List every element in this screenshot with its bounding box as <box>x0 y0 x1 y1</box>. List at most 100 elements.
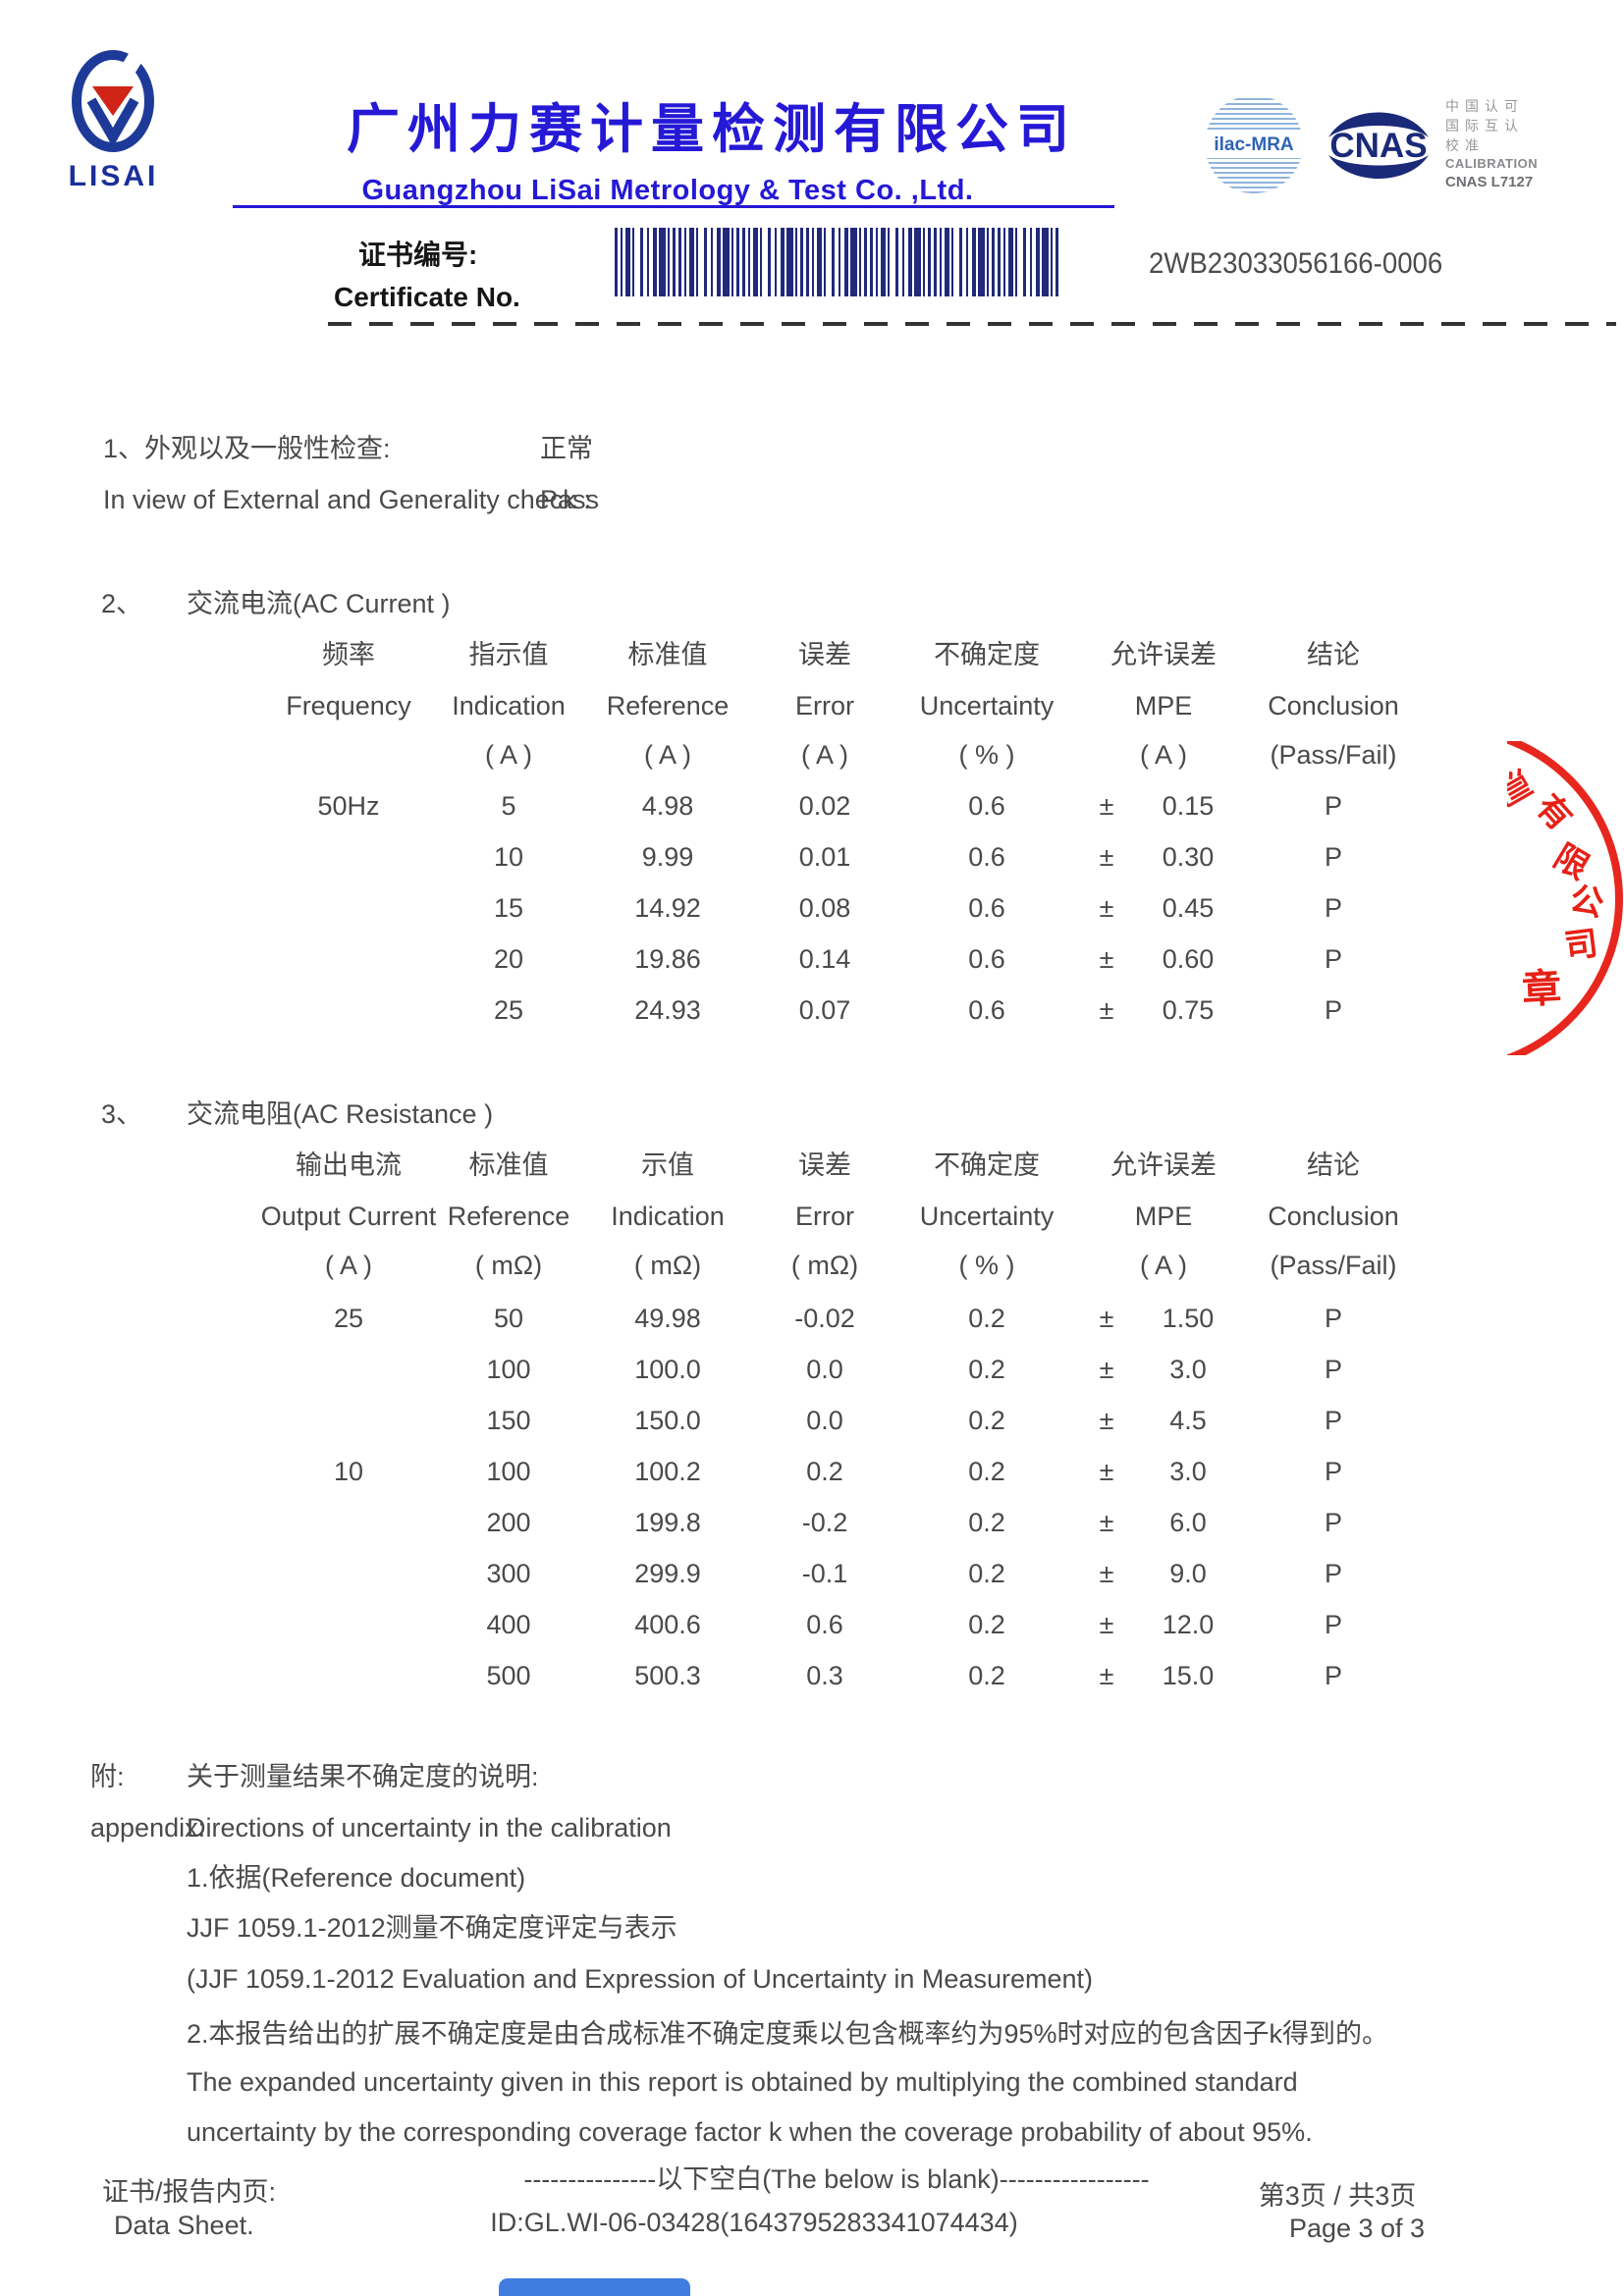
table-header-cell: 不确定度 <box>934 640 1040 669</box>
table-cell: 5 <box>501 791 516 821</box>
table-cell: 100 <box>486 1355 531 1384</box>
table-cell: 0.14 <box>798 944 851 974</box>
table-header-cell: Indication <box>452 691 566 721</box>
table-cell: 3.0 <box>1169 1457 1207 1486</box>
table-row: 100 100.0 0.0 0.2 ±3.0 P <box>0 1353 1624 1386</box>
table-row: 15 14.92 0.08 0.6 ±0.45 P <box>0 891 1624 925</box>
table-cell: 200 <box>486 1508 531 1537</box>
table-cell: -0.02 <box>794 1304 855 1333</box>
section2-number: 2、 <box>101 589 143 618</box>
table-cell: 24.93 <box>634 995 701 1025</box>
lisai-wordmark: LISAI <box>68 160 159 192</box>
table-cell: 500 <box>486 1661 531 1690</box>
table-cell: 9.99 <box>641 842 694 872</box>
table-cell: 1.50 <box>1162 1304 1215 1333</box>
table-header-cell: 结论 <box>1307 640 1360 669</box>
table-cell: 0.0 <box>806 1406 843 1435</box>
table-row: 500 500.3 0.3 0.2 ±15.0 P <box>0 1659 1624 1692</box>
table-cell: 50 <box>493 1304 524 1333</box>
table-cell: P <box>1324 944 1342 974</box>
table-header-cell: (Pass/Fail) <box>1270 740 1397 770</box>
table-cell: 150 <box>486 1406 531 1435</box>
table-cell: 10 <box>493 842 524 872</box>
appendix-line: 1.依据(Reference document) <box>187 1863 526 1893</box>
table-header-cell: 示值 <box>641 1150 694 1180</box>
table-cell-mpe-sign: ± <box>1099 893 1114 923</box>
table-cell: 15 <box>493 893 524 923</box>
table-header-cell: 不确定度 <box>934 1150 1040 1180</box>
table-cell: 15.0 <box>1162 1661 1215 1690</box>
table-cell-mpe-sign: ± <box>1099 995 1114 1025</box>
table-header-cell: ( mΩ) <box>474 1251 543 1280</box>
table-cell: 300 <box>486 1559 531 1588</box>
certificate-number: 2WB23033056166-0006 <box>1149 247 1443 280</box>
table-cell: 10 <box>333 1457 364 1486</box>
table-cell: P <box>1324 842 1342 872</box>
table-cell: 0.6 <box>968 842 1005 872</box>
table-cell-mpe-sign: ± <box>1099 1304 1114 1333</box>
table-cell: -0.1 <box>801 1559 848 1588</box>
table-header-cell: ( mΩ) <box>790 1251 859 1280</box>
table-cell-mpe-sign: ± <box>1099 1559 1114 1588</box>
table-row: ( A ) ( mΩ) ( mΩ) ( mΩ) ( % ) ( A ) (Pass/Fail… <box>0 1249 1624 1282</box>
table-header-cell: Error <box>795 1201 854 1231</box>
table-header-cell: Reference <box>606 691 730 721</box>
table-header-cell: Uncertainty <box>919 1201 1055 1231</box>
table-row: 输出电流 标准值 示值 误差 不确定度 允许误差 结论 <box>0 1148 1624 1182</box>
table-row: Frequency Indication Reference Error Uncerta… <box>0 689 1624 722</box>
cnas-accreditation-text: 中国认可 国际互认 校准 CALIBRATION CNAS L7127 <box>1445 96 1538 192</box>
table-cell: 0.2 <box>968 1559 1005 1588</box>
table-header-cell: Error <box>795 691 854 721</box>
table-cell: P <box>1324 893 1342 923</box>
cnas-logo-icon: CNAS <box>1328 112 1429 179</box>
table-header-cell: ( % ) <box>958 1251 1015 1280</box>
table-cell: 0.2 <box>968 1457 1005 1486</box>
table-header-cell: ( mΩ) <box>633 1251 702 1280</box>
table-cell: 0.2 <box>968 1661 1005 1690</box>
table-cell: 0.6 <box>968 893 1005 923</box>
table-cell: 4.5 <box>1169 1406 1207 1435</box>
table-header-cell: 结论 <box>1307 1150 1360 1180</box>
accreditation-line-zh: 国际互认 <box>1445 118 1524 133</box>
table-cell: 400 <box>486 1610 531 1639</box>
table-cell: 25 <box>493 995 524 1025</box>
table-header-cell: ( A ) <box>1139 740 1187 770</box>
table-header-cell: 频率 <box>322 640 375 669</box>
company-stamp: 测 有 限 公 司 章 <box>1507 741 1624 1055</box>
footer-page-en: Page 3 of 3 <box>1288 2214 1426 2243</box>
appendix-line: JJF 1059.1-2012测量不确定度评定与表示 <box>187 1913 677 1943</box>
table-cell: -0.2 <box>801 1508 848 1537</box>
table-row: ( A ) ( A ) ( A ) ( % ) ( A ) (Pass/Fail) <box>0 738 1624 772</box>
table-header-cell: ( A ) <box>324 1251 372 1280</box>
appendix-line: uncertainty by the corresponding coverag… <box>187 2117 1313 2147</box>
table-cell: 0.2 <box>968 1508 1005 1537</box>
appendix-line: The expanded uncertainty given in this r… <box>187 2067 1298 2097</box>
table-cell: 0.08 <box>798 893 851 923</box>
appendix-label-en: appendix: <box>90 1813 206 1842</box>
accreditation-line-en: CALIBRATION <box>1445 156 1539 171</box>
table-header-cell: ( A ) <box>800 740 848 770</box>
table-cell: 100 <box>486 1457 531 1486</box>
table-cell: P <box>1324 1508 1342 1537</box>
table-cell: 0.6 <box>968 995 1005 1025</box>
table-header-cell: Output Current <box>260 1201 437 1231</box>
table-cell: 500.3 <box>634 1661 701 1690</box>
table-cell-mpe-sign: ± <box>1099 791 1114 821</box>
accreditation-line-zh: 校准 <box>1445 137 1485 153</box>
footer-blank-note: ---------------以下空白(The below is blank)-… <box>523 2164 1150 2194</box>
table-header-cell: MPE <box>1134 691 1193 721</box>
table-header-cell: Frequency <box>286 691 411 721</box>
table-cell-mpe-sign: ± <box>1099 1355 1114 1384</box>
table-cell-mpe-sign: ± <box>1099 842 1114 872</box>
table-cell: 4.98 <box>641 791 694 821</box>
section1-line-en: In view of External and Generality check… <box>103 485 591 514</box>
table-cell: 0.6 <box>806 1610 843 1639</box>
table-header-cell: 允许误差 <box>1110 640 1217 669</box>
table-row: 150 150.0 0.0 0.2 ±4.5 P <box>0 1404 1624 1437</box>
table-cell: P <box>1324 1406 1342 1435</box>
ilac-mra-label: ilac-MRA <box>1205 133 1303 158</box>
table-header-cell: Indication <box>611 1201 725 1231</box>
appendix-title-en: Directions of uncertainty in the calibra… <box>187 1813 672 1842</box>
appendix-label-zh: 附: <box>90 1762 125 1791</box>
